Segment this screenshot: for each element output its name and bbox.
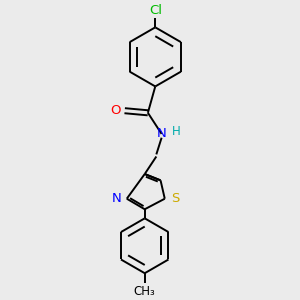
Text: N: N bbox=[157, 128, 166, 140]
Text: N: N bbox=[112, 192, 122, 205]
Text: O: O bbox=[110, 104, 121, 117]
Text: H: H bbox=[172, 125, 181, 138]
Text: S: S bbox=[171, 192, 179, 205]
Text: Cl: Cl bbox=[149, 4, 162, 17]
Text: CH₃: CH₃ bbox=[134, 285, 156, 298]
